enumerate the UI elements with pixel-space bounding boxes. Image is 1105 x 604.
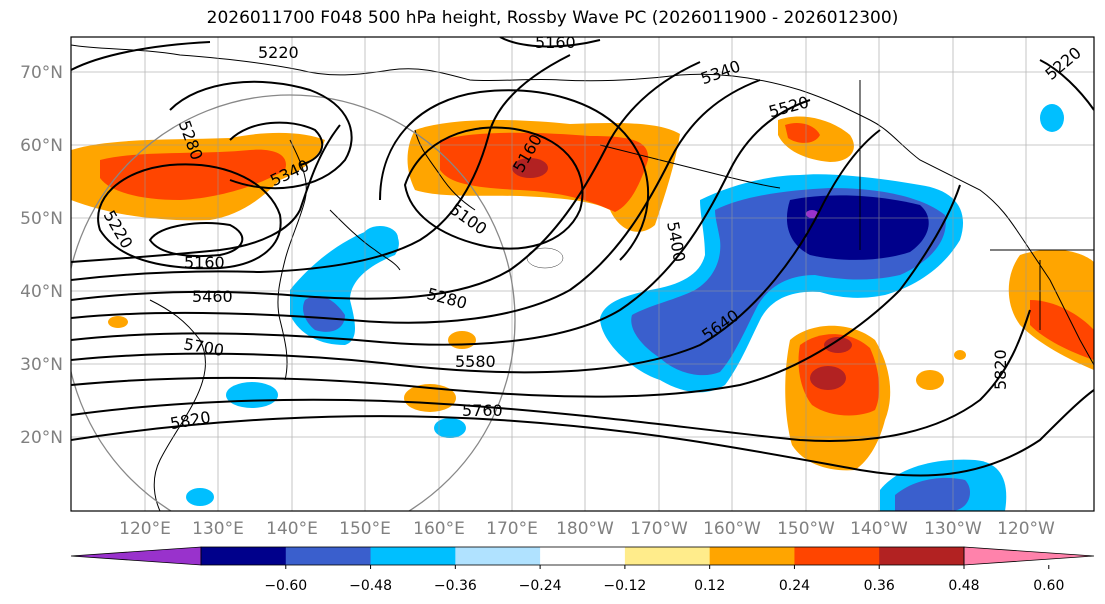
negative-anomaly-core bbox=[786, 195, 929, 260]
lon-label: 150°E bbox=[339, 519, 391, 539]
lat-label: 50°N bbox=[20, 209, 63, 229]
contour-label: 5160 bbox=[184, 253, 225, 272]
colorbar-extend-low bbox=[70, 546, 202, 566]
lon-label: 130°E bbox=[192, 519, 244, 539]
lon-label: 160°E bbox=[413, 519, 465, 539]
colorbar-ticks: −0.60 −0.48 −0.36 −0.24 −0.12 0.12 0.24 … bbox=[264, 578, 1064, 594]
colorbar-tick: 0.36 bbox=[864, 578, 895, 594]
colorbar-tick: 0.12 bbox=[694, 578, 725, 594]
colorbar-tick: −0.24 bbox=[519, 578, 562, 594]
lat-label: 20°N bbox=[20, 428, 63, 448]
lon-label: 150°W bbox=[777, 519, 835, 539]
lon-label: 140°W bbox=[850, 519, 908, 539]
contour-label: 5160 bbox=[535, 33, 576, 52]
lat-label: 60°N bbox=[20, 136, 63, 156]
colorbar-segment bbox=[794, 547, 880, 565]
colorbar-segment bbox=[370, 547, 456, 565]
lon-label: 140°E bbox=[266, 519, 318, 539]
lon-label: 160°W bbox=[703, 519, 761, 539]
lat-label: 30°N bbox=[20, 355, 63, 375]
colorbar-segment bbox=[540, 547, 626, 565]
graticule bbox=[71, 37, 1094, 511]
colorbar-tick: −0.36 bbox=[434, 578, 477, 594]
longitude-labels: 120°E 130°E 140°E 150°E 160°E 170°E 180°… bbox=[119, 519, 1055, 539]
colorbar-segment bbox=[624, 547, 711, 565]
lat-label: 70°N bbox=[20, 63, 63, 83]
colorbar-tick: 0.48 bbox=[948, 578, 979, 594]
positive-anomaly-bering-peak bbox=[512, 158, 548, 178]
map-title: 2026011700 F048 500 hPa height, Rossby W… bbox=[206, 8, 899, 28]
reference-circle bbox=[71, 94, 516, 511]
colorbar-tick: −0.60 bbox=[264, 578, 307, 594]
colorbar-segment bbox=[879, 547, 965, 565]
contour-label: 5580 bbox=[455, 352, 496, 371]
colorbar-tick: 0.24 bbox=[779, 578, 810, 594]
lon-label: 120°E bbox=[119, 519, 171, 539]
lat-label: 40°N bbox=[20, 282, 63, 302]
colorbar-segment bbox=[455, 547, 541, 565]
positive-anomaly-asia-core bbox=[100, 149, 286, 200]
map-area bbox=[71, 37, 1094, 511]
colorbar-tick: −0.48 bbox=[349, 578, 392, 594]
contour-label: 5760 bbox=[462, 401, 503, 420]
colorbar-segment bbox=[709, 547, 795, 565]
lon-label: 170°E bbox=[486, 519, 538, 539]
colorbar-segment bbox=[201, 547, 287, 565]
lon-label: 130°W bbox=[924, 519, 982, 539]
lon-label: 120°W bbox=[997, 519, 1055, 539]
contour-label: 5820 bbox=[991, 349, 1010, 390]
contour-label: 5460 bbox=[192, 287, 233, 306]
lon-label: 180°W bbox=[556, 519, 614, 539]
colorbar-segment bbox=[285, 547, 372, 565]
latitude-labels: 70°N 60°N 50°N 40°N 30°N 20°N bbox=[20, 63, 63, 448]
colorbar bbox=[70, 546, 1095, 569]
lon-label: 170°W bbox=[630, 519, 688, 539]
contour-label: 5220 bbox=[258, 43, 299, 62]
colorbar-extend-high bbox=[963, 546, 1095, 566]
height-contours bbox=[71, 37, 1094, 477]
colorbar-tick: −0.12 bbox=[603, 578, 646, 594]
colorbar-tick: 0.60 bbox=[1033, 578, 1064, 594]
